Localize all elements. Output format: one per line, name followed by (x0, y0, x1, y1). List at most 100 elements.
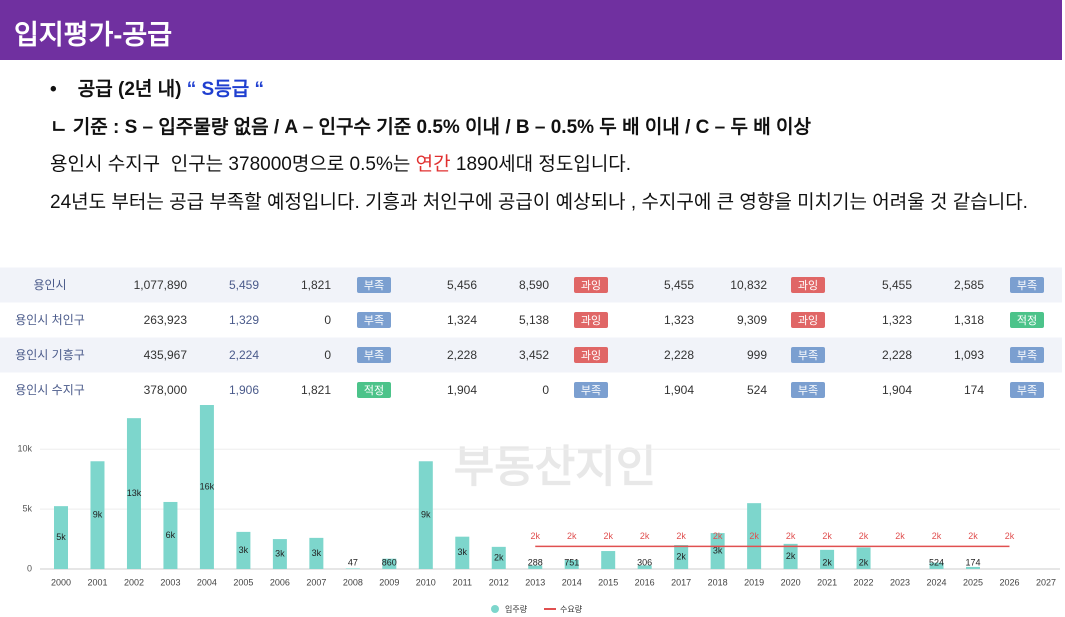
badge-text: 과잉 (798, 314, 818, 327)
bullet: • 공급 (2년 내) “ S등급 “ (50, 79, 264, 100)
badge-text: 과잉 (581, 279, 601, 292)
data-label: 2k (676, 531, 686, 541)
data-label: 2k (1005, 531, 1015, 541)
bar (345, 568, 360, 569)
table-cell: 2,228 (664, 348, 694, 362)
table-cell: 2,224 (229, 348, 259, 362)
bar (418, 461, 433, 569)
bar (929, 562, 944, 569)
data-label: 16k (200, 481, 215, 491)
data-label: 751 (564, 557, 579, 567)
x-tick-label: 2014 (562, 577, 582, 587)
x-tick-label: 2000 (51, 577, 71, 587)
badge (1010, 277, 1044, 293)
badge-text: 부족 (1017, 384, 1037, 397)
x-tick-label: 2016 (635, 577, 655, 587)
table-row (0, 267, 1062, 303)
badge (791, 347, 825, 363)
plot (54, 405, 980, 569)
badge-text: 과잉 (798, 279, 818, 292)
y-tick-label: 10k (17, 444, 32, 454)
badge (574, 382, 608, 398)
badge-text: 부족 (1017, 279, 1037, 292)
criteria: ㄴ 기준 : S – 입주물량 없음 / A – 인구수 기준 0.5% 이내 … (50, 117, 811, 138)
data-label: 2k (968, 531, 978, 541)
data-label: 2k (822, 531, 832, 541)
table-cell: 9,309 (737, 313, 767, 327)
table-cell: 1,821 (301, 383, 331, 397)
data-label: 174 (965, 557, 980, 567)
legend-label: 입주량 (505, 604, 528, 614)
table-cell: 5,138 (519, 313, 549, 327)
watermark: 부동산지인 (454, 443, 656, 492)
bar (710, 533, 725, 569)
table-cell: 8,590 (519, 278, 549, 292)
data-label: 6k (166, 530, 176, 540)
x-tick-label: 2025 (963, 577, 983, 587)
table-cell: 1,821 (301, 278, 331, 292)
text: 1890세대 정도입니다. (450, 154, 632, 175)
bar (236, 531, 251, 569)
table-cell: 3,452 (519, 348, 549, 362)
data-label: 2k (713, 531, 723, 541)
paragraph: 24년도 부터는 공급 부족할 예정입니다. 기흥과 처인구에 공급이 예상되나… (50, 192, 1028, 213)
data-label: 3k (713, 545, 723, 555)
legend-label: 수요량 (560, 604, 583, 614)
x-tick-label: 2008 (343, 577, 363, 587)
data-label: 2k (859, 557, 869, 567)
data-label: 3k (275, 548, 285, 558)
data-label: 2k (786, 551, 796, 561)
data-label: 2k (567, 531, 577, 541)
x-tick-label: 2026 (999, 577, 1019, 587)
data-label: 2k (786, 531, 796, 541)
table-cell: 2,585 (954, 278, 984, 292)
table-cell: 2,228 (882, 348, 912, 362)
x-tick-label: 2011 (453, 577, 472, 587)
x-tick-label: 2004 (197, 577, 217, 587)
data-label: 2k (822, 557, 832, 567)
badge (791, 312, 825, 328)
data-label: 306 (637, 557, 652, 567)
badge (357, 382, 391, 398)
table-cell: 1,077,890 (134, 278, 188, 292)
data-label: 3k (312, 548, 322, 558)
data-label: 3k (239, 545, 249, 555)
table-row (0, 372, 1062, 408)
table-cell: 용인시 처인구 (15, 313, 85, 327)
badge (357, 347, 391, 363)
table-cell: 1,093 (954, 348, 984, 362)
table-cell: 378,000 (144, 383, 188, 397)
table-cell: 용인시 기흥구 (15, 348, 85, 362)
data-label: 13k (127, 488, 142, 498)
data-label: 2k (749, 531, 759, 541)
table-cell: 0 (542, 383, 549, 397)
badge-text: 부족 (798, 349, 818, 362)
badge-text: 부족 (364, 349, 384, 362)
badge-text: 부족 (364, 314, 384, 327)
table-cell: 174 (964, 383, 984, 397)
table-cell: 5,456 (447, 278, 477, 292)
badge (357, 277, 391, 293)
bar (820, 549, 835, 569)
bar (382, 558, 397, 569)
badge (1010, 382, 1044, 398)
badge (791, 382, 825, 398)
bar (747, 503, 762, 569)
badge (1010, 312, 1044, 328)
table-row (0, 302, 1062, 338)
badge-text: 적정 (1017, 314, 1037, 327)
x-tick-label: 2021 (817, 577, 837, 587)
bar (455, 536, 470, 569)
x-tick-label: 2018 (708, 577, 728, 587)
data-label: 860 (382, 557, 397, 567)
bar (674, 545, 689, 569)
bar (564, 560, 579, 569)
badge-text: 부족 (581, 384, 601, 397)
highlight: 연간 (415, 154, 451, 175)
bar (54, 506, 68, 569)
badge-text: 부족 (364, 279, 384, 292)
bar (126, 418, 141, 569)
x-tick-label: 2020 (781, 577, 801, 587)
data-label: 9k (421, 510, 431, 520)
table-cell: 1,323 (664, 313, 694, 327)
